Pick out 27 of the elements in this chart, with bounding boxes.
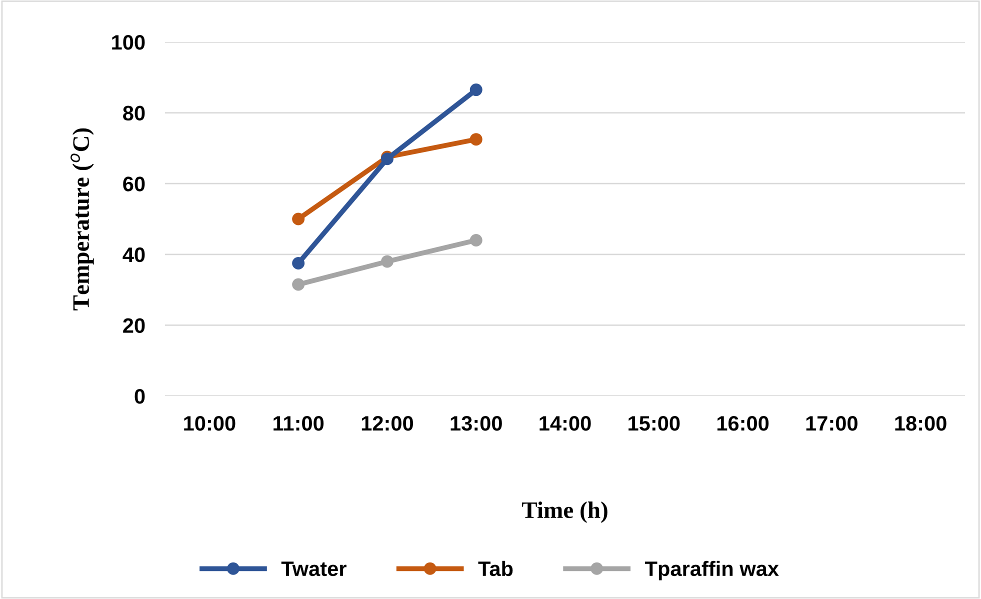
x-tick-label: 12:00 bbox=[362, 416, 414, 431]
legend-label: Twater bbox=[281, 562, 346, 576]
y-tick-label: 20 bbox=[123, 318, 145, 333]
x-tick-label: 10:00 bbox=[184, 416, 236, 431]
point bbox=[292, 257, 305, 270]
point bbox=[292, 212, 305, 226]
x-tick-label: 18:00 bbox=[895, 416, 946, 431]
y-axis-title: Temperature ($^{o}$C) bbox=[70, 128, 94, 310]
y-tick-label: 0 bbox=[134, 389, 145, 404]
legend-label: Tparaffin wax bbox=[644, 560, 779, 580]
x-tick-label: 15:00 bbox=[628, 416, 680, 431]
point bbox=[292, 278, 305, 291]
point bbox=[470, 234, 482, 246]
x-tick-label: 11:00 bbox=[274, 416, 324, 431]
y-tick-label: 60 bbox=[123, 176, 145, 192]
x-tick-label: 17:00 bbox=[806, 416, 858, 431]
y-tick-label: 40 bbox=[122, 247, 145, 262]
x-tick-label: 13:00 bbox=[450, 416, 502, 431]
x-tick-label: 16:00 bbox=[717, 416, 769, 431]
x-tick-label: 14:00 bbox=[540, 416, 591, 431]
point bbox=[380, 255, 394, 268]
x-axis-title: Time (h) bbox=[522, 502, 608, 523]
point bbox=[470, 84, 482, 96]
point bbox=[470, 133, 482, 146]
y-tick-label: 100 bbox=[112, 35, 145, 50]
y-tick-label: 80 bbox=[123, 106, 145, 121]
legend-label: Tab bbox=[478, 560, 513, 576]
